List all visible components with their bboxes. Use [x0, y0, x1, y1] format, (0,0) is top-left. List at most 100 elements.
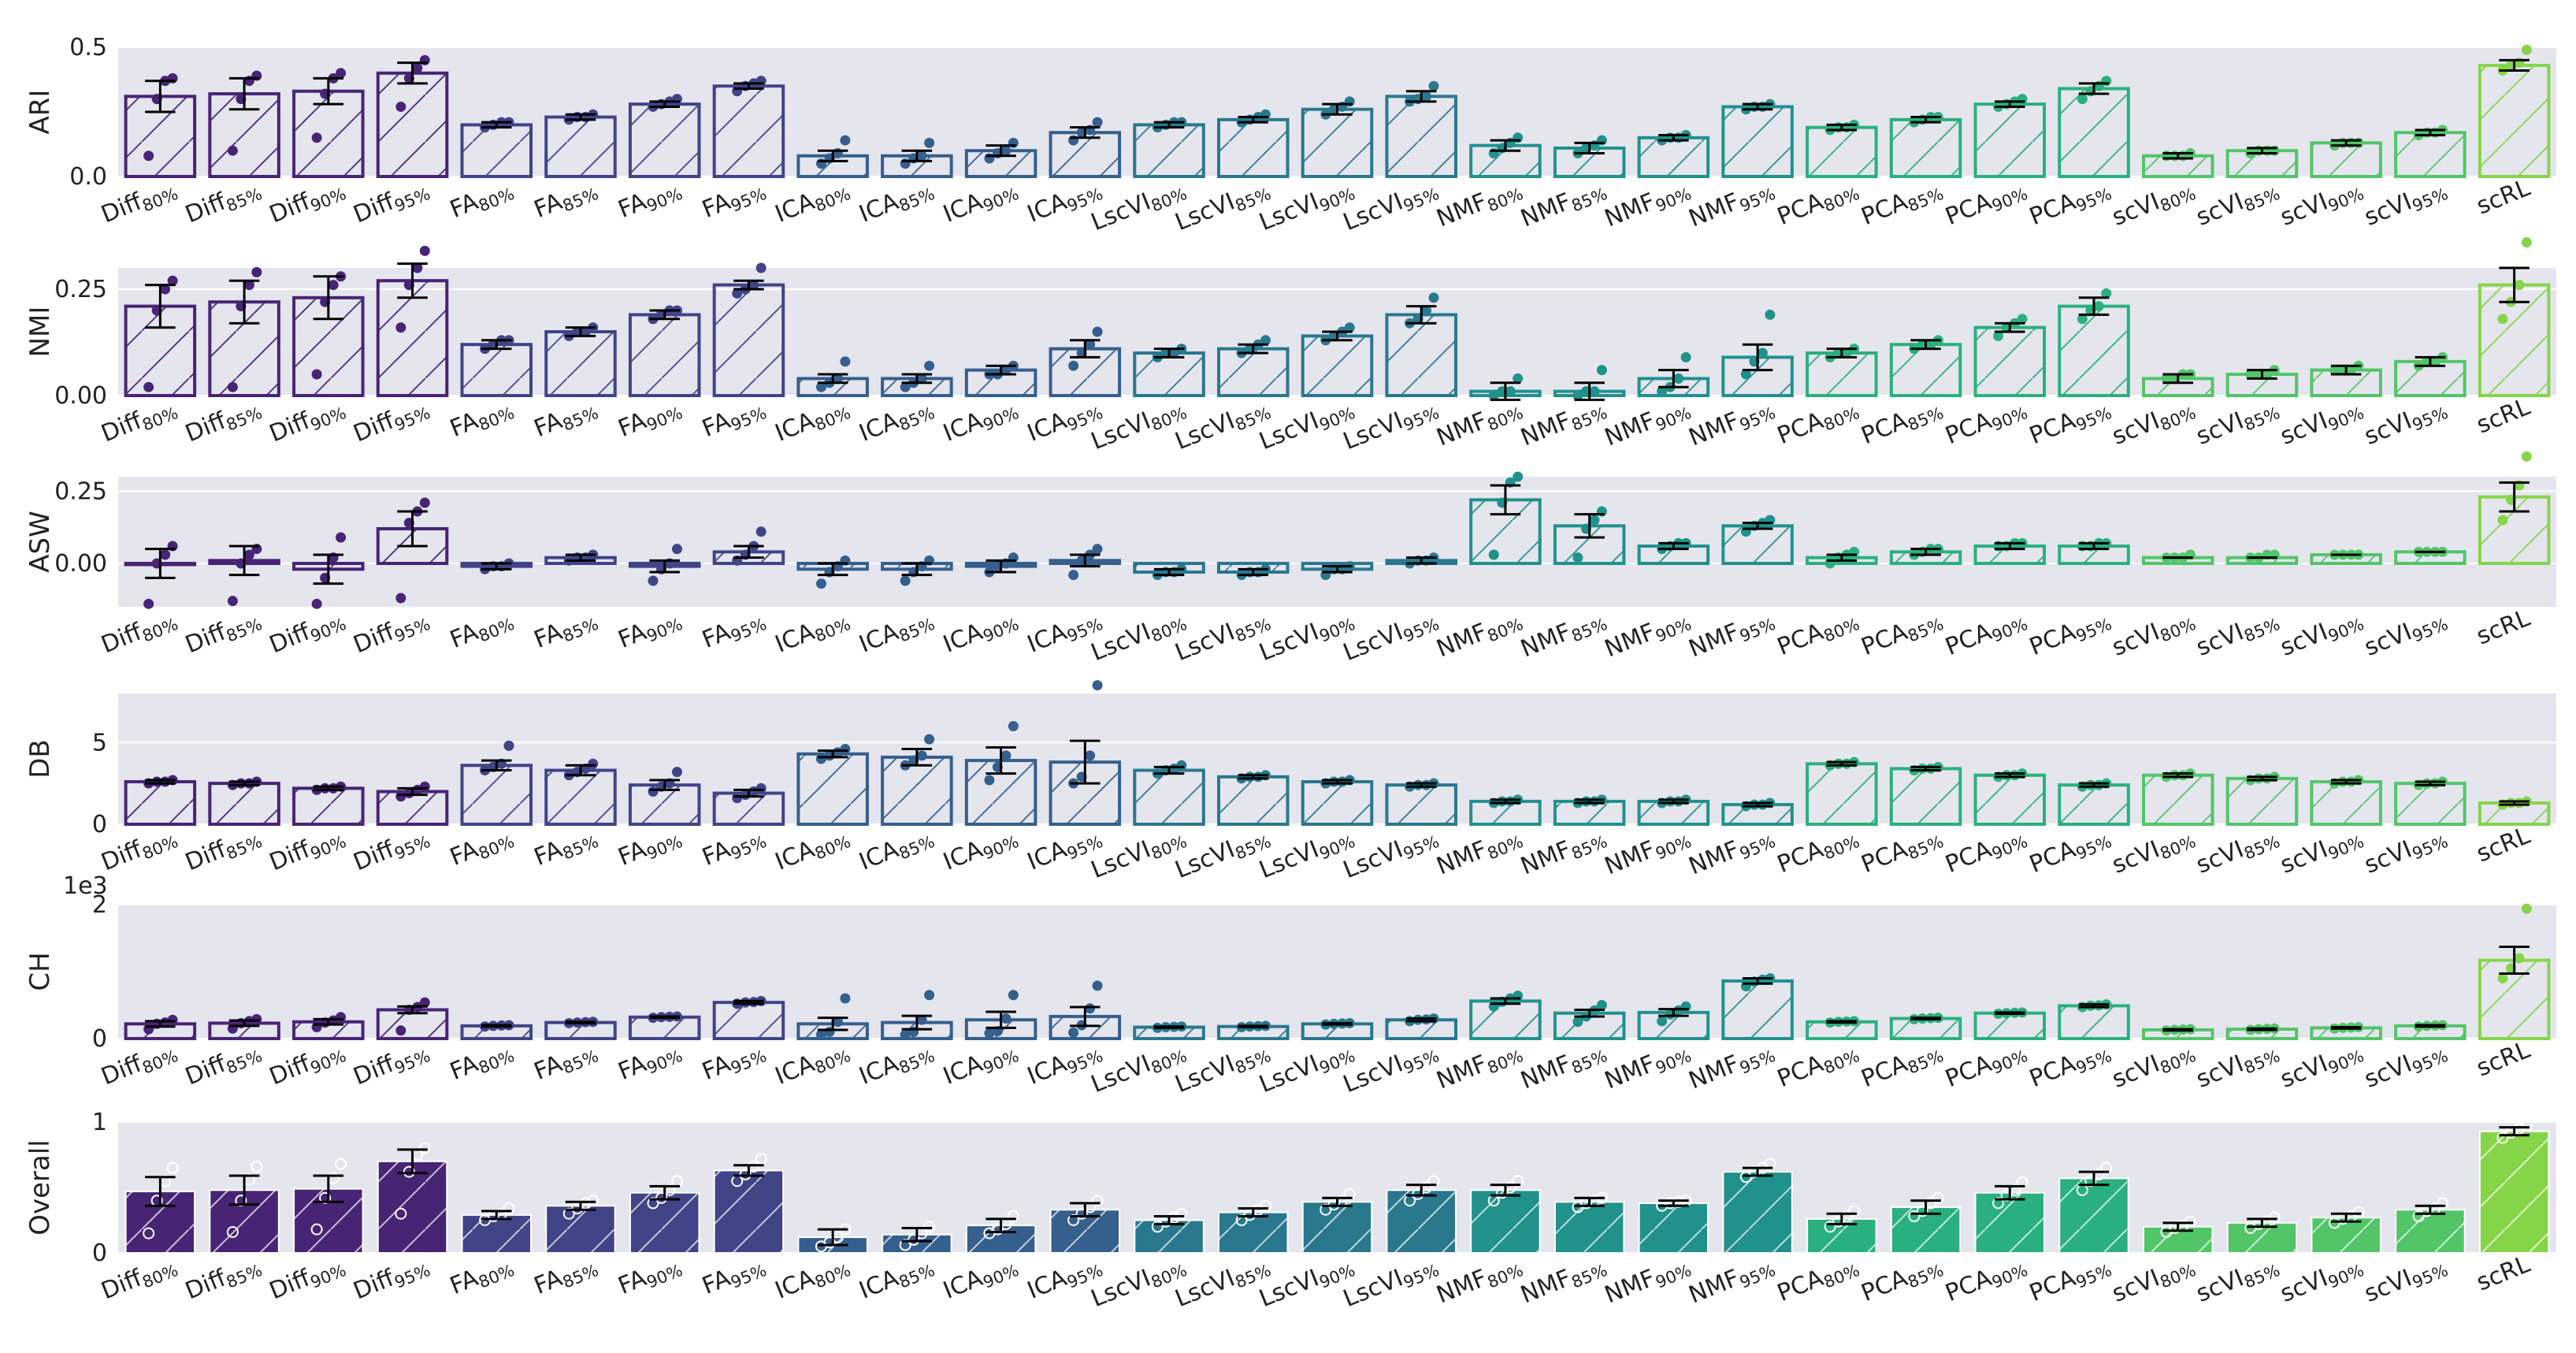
- x-tick-label: LscVI80%: [1087, 1251, 1190, 1315]
- data-point: [832, 373, 843, 384]
- data-point: [1572, 552, 1583, 563]
- x-tick-label: Diff80%: [98, 822, 181, 879]
- x-tick-label: PCA95%: [2025, 1036, 2114, 1095]
- x-tick-label: FA95%: [699, 822, 770, 874]
- bar-db-fa-90: [628, 783, 701, 827]
- data-point: [2521, 451, 2532, 462]
- bar-ari-nmf-90: [1637, 136, 1710, 179]
- bar-nmi-lscvi-85: [1217, 347, 1290, 398]
- bar-db-lscvi-85: [1217, 775, 1290, 827]
- data-point: [748, 280, 759, 291]
- x-tick-label: NMF95%: [1685, 174, 1778, 235]
- bar-db-lscvi-80: [1133, 768, 1205, 827]
- x-tick-label: LscVI95%: [1339, 604, 1442, 669]
- x-tick-label: scVI95%: [2360, 174, 2451, 234]
- x-tick-label: FA85%: [530, 393, 601, 445]
- data-point: [1067, 1214, 1080, 1226]
- data-point: [2497, 515, 2508, 526]
- data-point: [1344, 322, 1355, 333]
- x-tick-label: PCA85%: [1858, 822, 1947, 881]
- x-tick-label: ICA85%: [856, 822, 937, 879]
- x-tick-label: scRL: [2473, 822, 2534, 868]
- data-point: [2497, 314, 2508, 325]
- data-point: [924, 360, 935, 371]
- y-tick-label: 0.25: [54, 276, 107, 303]
- x-tick-label: PCA85%: [1858, 174, 1947, 233]
- x-tick-label: PCA95%: [2025, 822, 2114, 881]
- data-point: [2514, 953, 2525, 964]
- bar-db-pca-90: [1973, 773, 2047, 826]
- x-tick-label: Diff95%: [350, 174, 433, 231]
- data-point: [1488, 549, 1499, 560]
- bar-db-pca-80: [1806, 762, 1878, 826]
- x-tick-label: FA90%: [614, 822, 685, 874]
- data-point: [311, 369, 322, 380]
- x-tick-label: scVI90%: [2277, 1036, 2367, 1096]
- x-tick-label: FA90%: [614, 393, 685, 445]
- data-point: [503, 740, 514, 751]
- x-tick-label: PCA95%: [2025, 174, 2114, 233]
- x-tick-label: FA90%: [614, 604, 685, 656]
- data-point: [840, 744, 851, 755]
- data-point: [1428, 292, 1439, 303]
- x-tick-label: NMF80%: [1433, 393, 1526, 454]
- x-tick-label: NMF95%: [1685, 604, 1778, 665]
- x-tick-label: LscVI90%: [1256, 1036, 1358, 1101]
- y-axis-label: ASW: [24, 511, 56, 572]
- data-point: [395, 101, 406, 112]
- bar-overall-fa-80: [461, 1214, 533, 1254]
- x-tick-label: Diff80%: [98, 174, 181, 231]
- y-tick-label: 2: [92, 891, 107, 919]
- x-tick-label: FA85%: [530, 822, 601, 874]
- data-point: [2496, 1132, 2509, 1144]
- x-tick-label: ICA85%: [856, 393, 937, 450]
- data-point: [1085, 1003, 1096, 1014]
- data-point: [1824, 1221, 1836, 1233]
- bar-nmi-pca-85: [1889, 343, 1962, 398]
- x-tick-label: ICA85%: [856, 174, 937, 231]
- x-tick-label: NMF80%: [1433, 604, 1526, 665]
- data-point: [310, 1223, 323, 1236]
- data-point: [2521, 237, 2532, 248]
- data-point: [840, 135, 851, 146]
- x-tick-label: scRL: [2473, 1251, 2534, 1297]
- bar-overall-nmf-85: [1553, 1201, 1625, 1254]
- data-point: [166, 1162, 179, 1174]
- panel-db: 0 5 DB Diff80% Diff85% Diff90% Diff95% FA80% FA8…: [24, 680, 2556, 884]
- x-tick-label: scVI90%: [2277, 174, 2367, 234]
- bar-db-lscvi-95: [1385, 783, 1457, 827]
- y-tick-label: 0: [92, 811, 107, 838]
- bar-ari-pca-95: [2058, 87, 2130, 178]
- data-point: [1008, 721, 1019, 731]
- data-point: [1068, 360, 1079, 371]
- data-point: [2017, 314, 2028, 325]
- data-point: [1343, 1188, 1356, 1200]
- bar-overall-pca-95: [2058, 1177, 2129, 1254]
- data-point: [251, 266, 262, 277]
- data-point: [1260, 1199, 1272, 1212]
- data-point: [251, 1013, 262, 1024]
- data-point: [1176, 760, 1187, 771]
- data-point: [1496, 1187, 1509, 1199]
- data-point: [2085, 1000, 2096, 1011]
- data-point: [1151, 1221, 1164, 1233]
- data-point: [899, 1239, 911, 1251]
- data-point: [251, 1160, 263, 1173]
- data-point: [2514, 280, 2525, 291]
- bar-nmi-pca-90: [1973, 325, 2047, 398]
- data-point: [311, 598, 322, 609]
- bar-ch-diff-95: [376, 1008, 449, 1040]
- data-point: [2101, 288, 2112, 299]
- data-point: [1421, 305, 1432, 316]
- data-point: [419, 997, 430, 1008]
- y-axis-label: NMI: [24, 307, 56, 358]
- data-point: [755, 262, 766, 273]
- data-point: [227, 596, 238, 607]
- x-tick-label: PCA95%: [2025, 393, 2114, 452]
- data-point: [739, 1168, 752, 1180]
- data-point: [160, 549, 171, 560]
- data-point: [1007, 1210, 1019, 1223]
- data-point: [916, 1014, 927, 1025]
- x-tick-label: ICA90%: [940, 1251, 1022, 1307]
